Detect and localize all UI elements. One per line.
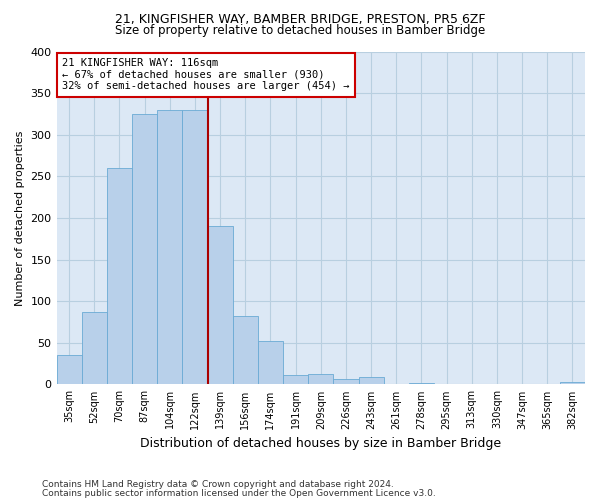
Bar	[132, 114, 157, 384]
Bar	[409, 383, 434, 384]
Text: Contains public sector information licensed under the Open Government Licence v3: Contains public sector information licen…	[42, 488, 436, 498]
Bar	[107, 168, 132, 384]
Bar	[258, 341, 283, 384]
Text: 21, KINGFISHER WAY, BAMBER BRIDGE, PRESTON, PR5 6ZF: 21, KINGFISHER WAY, BAMBER BRIDGE, PREST…	[115, 12, 485, 26]
Bar	[308, 374, 334, 384]
Text: 21 KINGFISHER WAY: 116sqm
← 67% of detached houses are smaller (930)
32% of semi: 21 KINGFISHER WAY: 116sqm ← 67% of detac…	[62, 58, 349, 92]
Bar	[359, 377, 383, 384]
Bar	[283, 376, 308, 384]
Bar	[82, 312, 107, 384]
Bar	[208, 226, 233, 384]
Bar	[560, 382, 585, 384]
Bar	[56, 356, 82, 384]
X-axis label: Distribution of detached houses by size in Bamber Bridge: Distribution of detached houses by size …	[140, 437, 502, 450]
Text: Contains HM Land Registry data © Crown copyright and database right 2024.: Contains HM Land Registry data © Crown c…	[42, 480, 394, 489]
Text: Size of property relative to detached houses in Bamber Bridge: Size of property relative to detached ho…	[115, 24, 485, 37]
Bar	[233, 316, 258, 384]
Bar	[182, 110, 208, 384]
Bar	[157, 110, 182, 384]
Bar	[334, 378, 359, 384]
Y-axis label: Number of detached properties: Number of detached properties	[15, 130, 25, 306]
